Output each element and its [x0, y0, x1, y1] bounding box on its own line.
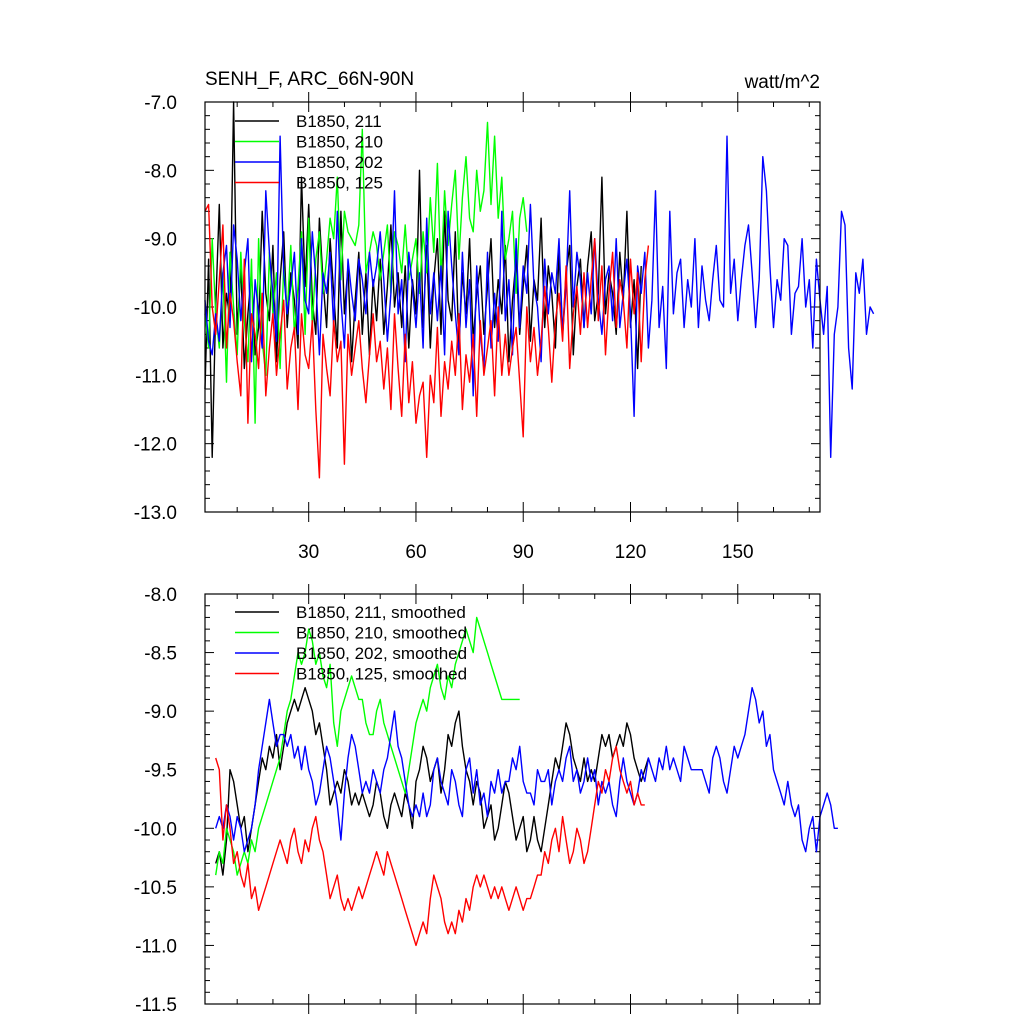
top-x-tick-label: 120 [615, 542, 647, 563]
top-x-tick-label: 60 [405, 542, 426, 563]
top-panel-ticks: -7.0 -8.0 -9.0 -10.0 -11.0 -12.0 -13.0 30 60 90 12… [134, 92, 820, 563]
bottom-panel-series [215, 616, 838, 947]
top-legend-label-2: B1850, 202 [296, 153, 383, 172]
bottom-y-tick-label: -11.0 [135, 936, 177, 957]
bottom-series-line-1 [215, 616, 520, 876]
top-y-tick-label: -13.0 [134, 503, 177, 524]
bottom-legend-label-3: B1850, 125, smoothed [296, 665, 467, 684]
bottom-panel-ticks: -8.0 -8.5 -9.0 -9.5 -10.0 -10.5 -11.0 -11.5 [134, 584, 820, 1016]
top-series-line-2 [204, 135, 875, 458]
bottom-y-tick-label: -8.0 [144, 585, 177, 606]
top-x-tick-label: 30 [298, 542, 319, 563]
top-x-tick-label: 90 [513, 542, 534, 563]
top-panel-frame [204, 101, 821, 513]
top-y-tick-label: -7.0 [144, 93, 177, 114]
top-y-tick-label: -12.0 [134, 435, 177, 456]
top-panel-series [204, 101, 875, 479]
bottom-legend-label-2: B1850, 202, smoothed [296, 644, 467, 663]
top-y-tick-label: -11.0 [135, 366, 177, 387]
top-legend-label-3: B1850, 125 [296, 174, 383, 193]
bottom-y-tick-label: -9.0 [144, 702, 177, 723]
top-series-line-1 [204, 121, 528, 424]
bottom-panel-legend: B1850, 211, smoothed B1850, 210, smoothed… [235, 603, 467, 684]
bottom-panel-frame [204, 593, 821, 1005]
top-y-tick-label: -10.0 [134, 298, 177, 319]
bottom-y-tick-label: -10.0 [134, 819, 177, 840]
top-legend-label-1: B1850, 210 [296, 133, 383, 152]
top-legend-label-0: B1850, 211 [296, 112, 382, 131]
bottom-series-line-0 [215, 687, 650, 876]
bottom-y-tick-label: -9.5 [144, 761, 177, 782]
top-series-line-3 [204, 203, 650, 479]
bottom-y-tick-label: -10.5 [134, 878, 177, 899]
bottom-legend-label-1: B1850, 210, smoothed [296, 624, 467, 643]
top-panel: SENH_F, ARC_66N-90N watt/m^2 -7.0 -8.0 -9.… [134, 69, 875, 563]
bottom-series-line-2 [215, 687, 838, 853]
bottom-y-tick-label: -8.5 [144, 644, 177, 665]
bottom-series-line-3 [215, 745, 645, 947]
top-y-tick-label: -9.0 [144, 230, 177, 251]
bottom-legend-label-0: B1850, 211, smoothed [296, 603, 466, 622]
bottom-panel: -8.0 -8.5 -9.0 -9.5 -10.0 -10.5 -11.0 -11.5 B18… [134, 584, 838, 1016]
top-x-tick-label: 150 [722, 542, 754, 563]
top-panel-title: SENH_F, ARC_66N-90N [205, 69, 414, 90]
top-panel-units: watt/m^2 [744, 72, 820, 93]
top-y-tick-label: -8.0 [144, 161, 177, 182]
bottom-y-tick-label: -11.5 [135, 995, 177, 1016]
